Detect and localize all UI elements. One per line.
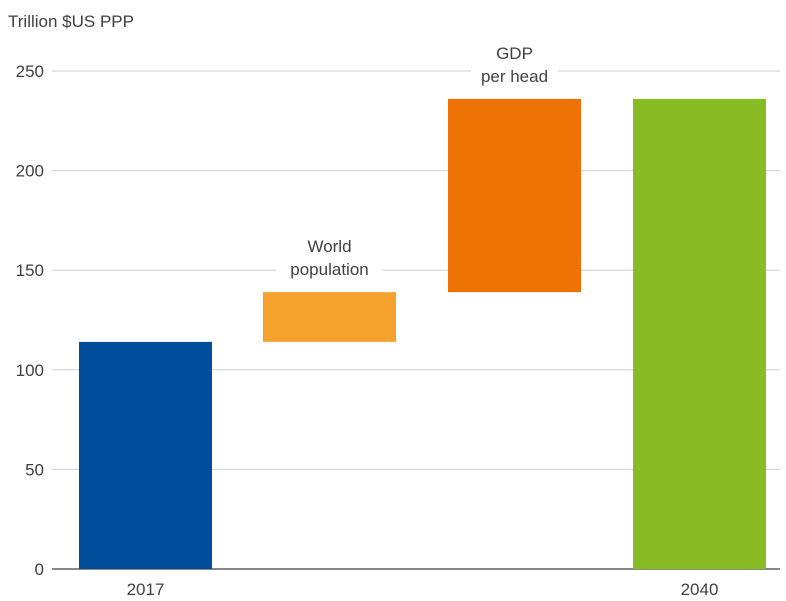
bar-label-line: World	[307, 237, 351, 256]
category-label-2017: 2017	[127, 580, 165, 599]
category-label-2040: 2040	[681, 580, 719, 599]
bar-labels: World population GDP per head	[276, 40, 558, 282]
bar-2017	[79, 341, 212, 569]
bar-label-background	[276, 234, 383, 282]
bar-world-population	[263, 292, 396, 342]
bar-label-background	[471, 40, 558, 88]
y-tick-label-0: 0	[35, 560, 44, 579]
y-tick-label-250: 250	[16, 62, 44, 81]
bar-2040	[633, 98, 766, 569]
bar-label-line: per head	[481, 67, 548, 86]
category-labels: 2017 2040	[127, 580, 719, 599]
y-tick-label-200: 200	[16, 162, 44, 181]
y-axis-unit-label: Trillion $US PPP	[8, 12, 134, 31]
y-tick-label-50: 50	[25, 460, 44, 479]
bars	[79, 98, 766, 569]
y-axis-ticks: 0 50 100 150 200 250	[16, 62, 44, 579]
bar-label-line: GDP	[496, 44, 533, 63]
bar-label-line: population	[290, 260, 368, 279]
y-tick-label-150: 150	[16, 261, 44, 280]
y-tick-label-100: 100	[16, 361, 44, 380]
bar-gdp-per-head	[448, 98, 581, 293]
